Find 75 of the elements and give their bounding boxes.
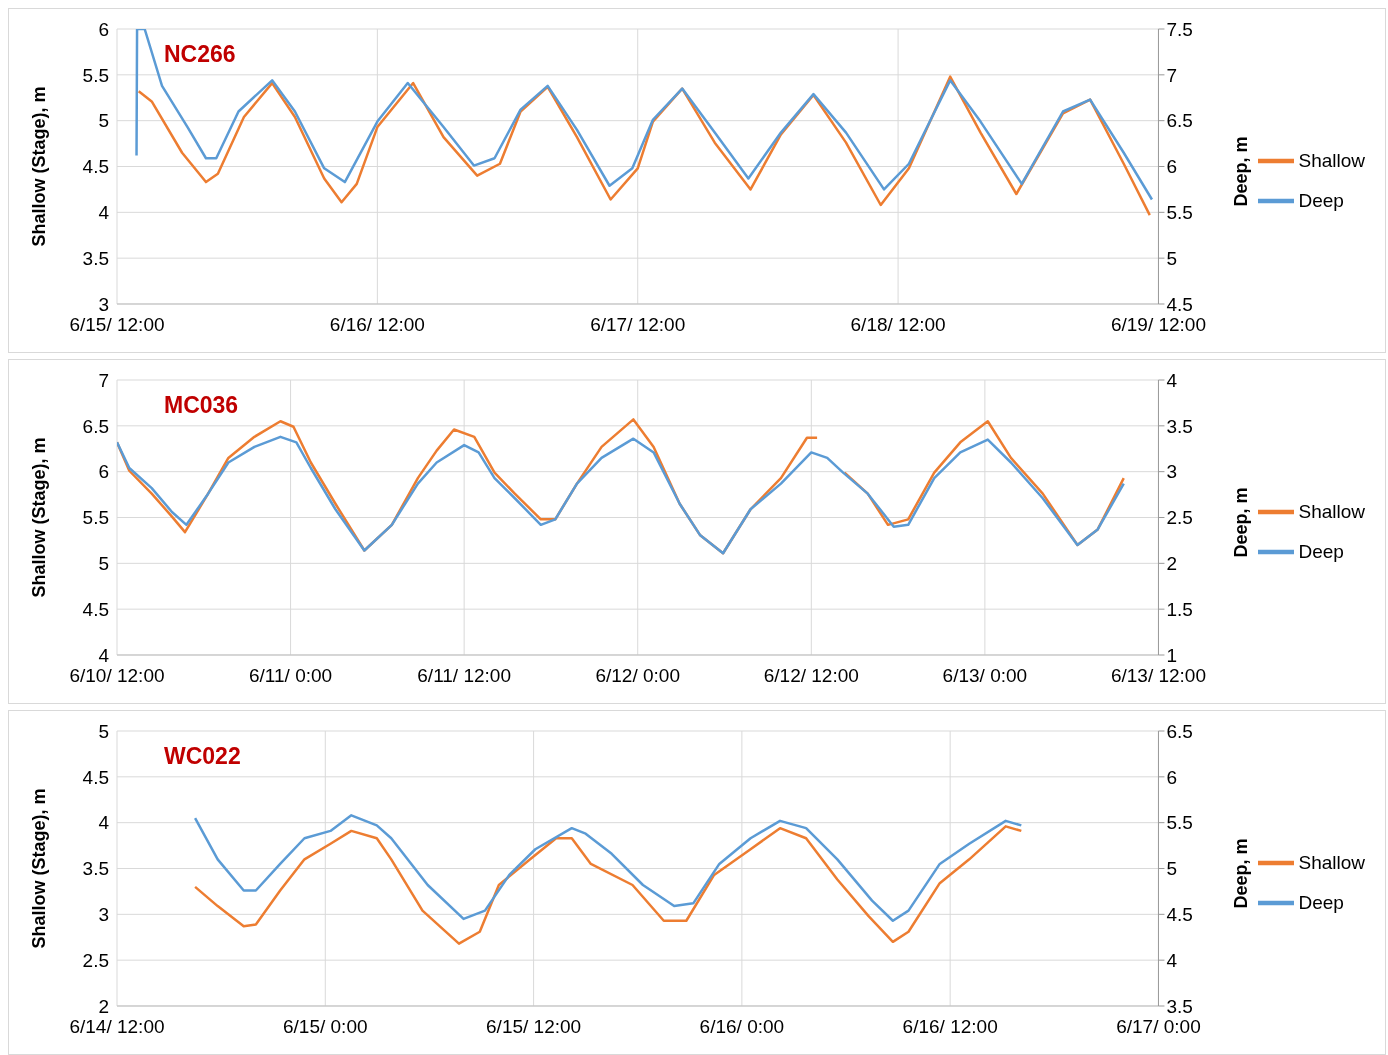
- y-tick-label: 3: [98, 293, 109, 315]
- y2-tick-label: 3.5: [1166, 995, 1193, 1017]
- y2-tick-label: 4.5: [1166, 293, 1193, 315]
- x-tick-label: 6/13/ 0:00: [942, 665, 1028, 687]
- y-tick-label: 4.5: [82, 598, 109, 620]
- y2-tick-label: 2: [1166, 553, 1178, 575]
- y-axis-title: Shallow (Stage), m: [29, 788, 50, 949]
- y-tick-label: 3.5: [82, 247, 109, 269]
- y2-tick-label: 1: [1166, 644, 1178, 666]
- y2-tick-label: 6.5: [1166, 720, 1193, 742]
- x-tick-label: 6/17/ 12:00: [590, 314, 686, 336]
- x-tick-label: 6/13/ 12:00: [1110, 665, 1206, 687]
- y2-tick-label: 2.5: [1166, 507, 1193, 529]
- x-tick-label: 6/14/ 12:00: [69, 1016, 165, 1038]
- y-tick-label: 6.5: [82, 415, 109, 437]
- x-tick-label: 6/15/ 12:00: [69, 314, 165, 336]
- y2-tick-label: 6: [1166, 156, 1178, 178]
- y-tick-label: 4.5: [82, 766, 109, 788]
- y2-tick-label: 3.5: [1166, 415, 1193, 437]
- y2-tick-label: 7.5: [1166, 18, 1193, 40]
- x-tick-label: 6/10/ 12:00: [69, 665, 165, 687]
- y-tick-label: 4: [98, 812, 110, 834]
- x-tick-label: 6/15/ 0:00: [283, 1016, 368, 1038]
- y2-tick-label: 4: [1166, 949, 1178, 971]
- y-tick-label: 6: [98, 461, 109, 483]
- legend-label: Deep: [1298, 540, 1344, 562]
- y-tick-label: 5.5: [82, 507, 109, 529]
- y2-axis-title: Deep, m: [1230, 838, 1251, 909]
- y-tick-label: 5.5: [82, 64, 109, 86]
- x-tick-label: 6/16/ 0:00: [699, 1016, 785, 1038]
- y2-axis-title: Deep, m: [1230, 487, 1251, 558]
- y-axis-title: Shallow (Stage), m: [29, 437, 50, 598]
- text: WC022: [164, 743, 241, 770]
- legend-label: Deep: [1298, 891, 1344, 913]
- legend-label: Shallow: [1298, 149, 1365, 171]
- x-tick-label: 6/15/ 12:00: [486, 1016, 582, 1038]
- x-tick-label: 6/18/ 12:00: [850, 314, 946, 336]
- y-tick-label: 5: [98, 720, 109, 742]
- legend-label: Shallow: [1298, 500, 1365, 522]
- text: MC036: [164, 392, 239, 419]
- y-tick-label: 5: [98, 553, 109, 575]
- y2-tick-label: 6.5: [1166, 110, 1193, 132]
- y-tick-label: 6: [98, 18, 109, 40]
- y-tick-label: 2: [98, 995, 109, 1017]
- legend-label: Shallow: [1298, 851, 1365, 873]
- y2-tick-label: 5.5: [1166, 202, 1193, 224]
- y-tick-label: 4: [98, 202, 110, 224]
- text: NC266: [164, 41, 236, 68]
- x-tick-label: 6/11/ 0:00: [249, 665, 333, 687]
- y2-tick-label: 5: [1166, 247, 1178, 269]
- y2-tick-label: 6: [1166, 766, 1178, 788]
- y-tick-label: 3.5: [82, 858, 109, 880]
- y-tick-label: 7: [98, 369, 109, 391]
- legend-label: Deep: [1298, 189, 1344, 211]
- y2-tick-label: 1.5: [1166, 598, 1193, 620]
- x-tick-label: 6/16/ 12:00: [902, 1016, 998, 1038]
- y2-tick-label: 4.5: [1166, 904, 1193, 926]
- y2-tick-label: 7: [1166, 64, 1178, 86]
- y-tick-label: 5: [98, 110, 109, 132]
- x-tick-label: 6/19/ 12:00: [1110, 314, 1206, 336]
- x-tick-label: 6/12/ 12:00: [763, 665, 859, 687]
- y2-tick-label: 3: [1166, 461, 1178, 483]
- y-tick-label: 2.5: [82, 949, 109, 971]
- y-axis-title: Shallow (Stage), m: [29, 86, 50, 247]
- y2-tick-label: 4: [1166, 369, 1178, 391]
- y-tick-label: 4: [98, 644, 110, 666]
- x-tick-label: 6/11/ 12:00: [417, 665, 511, 687]
- y-tick-label: 4.5: [82, 156, 109, 178]
- y2-tick-label: 5: [1166, 858, 1178, 880]
- y2-axis-title: Deep, m: [1230, 136, 1251, 207]
- y2-tick-label: 5.5: [1166, 812, 1193, 834]
- x-tick-label: 6/17/ 0:00: [1116, 1016, 1201, 1038]
- y-tick-label: 3: [98, 904, 109, 926]
- x-tick-label: 6/12/ 0:00: [595, 665, 680, 687]
- x-tick-label: 6/16/ 12:00: [329, 314, 425, 336]
